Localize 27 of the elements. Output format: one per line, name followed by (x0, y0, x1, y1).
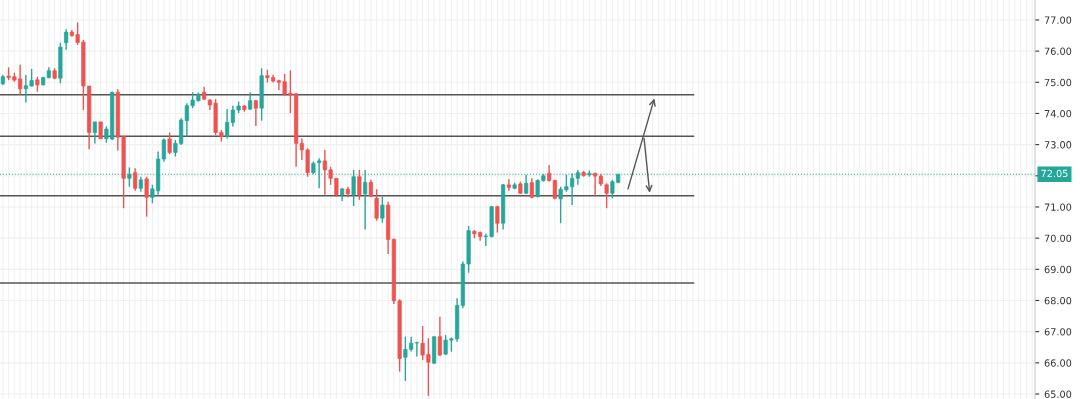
y-tick-label: 65.00 (1044, 390, 1072, 398)
y-tick-label: 70.00 (1044, 234, 1072, 242)
y-tick-label: 76.00 (1044, 47, 1072, 55)
candlestick (127, 166, 132, 188)
candlestick (92, 121, 97, 145)
candlestick (161, 137, 166, 163)
candlestick (167, 131, 172, 155)
y-tick-label: 73.00 (1044, 141, 1072, 149)
candlestick (506, 178, 511, 192)
y-tick-label: 77.00 (1044, 16, 1072, 24)
candlestick (64, 28, 69, 51)
y-tick-label: 68.00 (1044, 296, 1072, 305)
y-tick-label: 69.00 (1044, 265, 1072, 274)
candlestick (253, 99, 258, 127)
y-tick-label: 66.00 (1044, 359, 1072, 367)
ref-line-label: 72.05 (1041, 169, 1068, 178)
candlestick (374, 188, 379, 222)
y-tick-label: 67.00 (1044, 328, 1072, 336)
candlestick (133, 167, 138, 192)
y-tick-label: 74.00 (1044, 109, 1072, 118)
candlestick (495, 205, 500, 234)
y-tick-label: 71.00 (1044, 203, 1072, 211)
candlestick (357, 169, 362, 201)
candlestick (437, 316, 442, 357)
y-tick-label: 75.00 (1044, 78, 1072, 87)
candlestick (380, 195, 385, 224)
candlestick (144, 176, 149, 218)
